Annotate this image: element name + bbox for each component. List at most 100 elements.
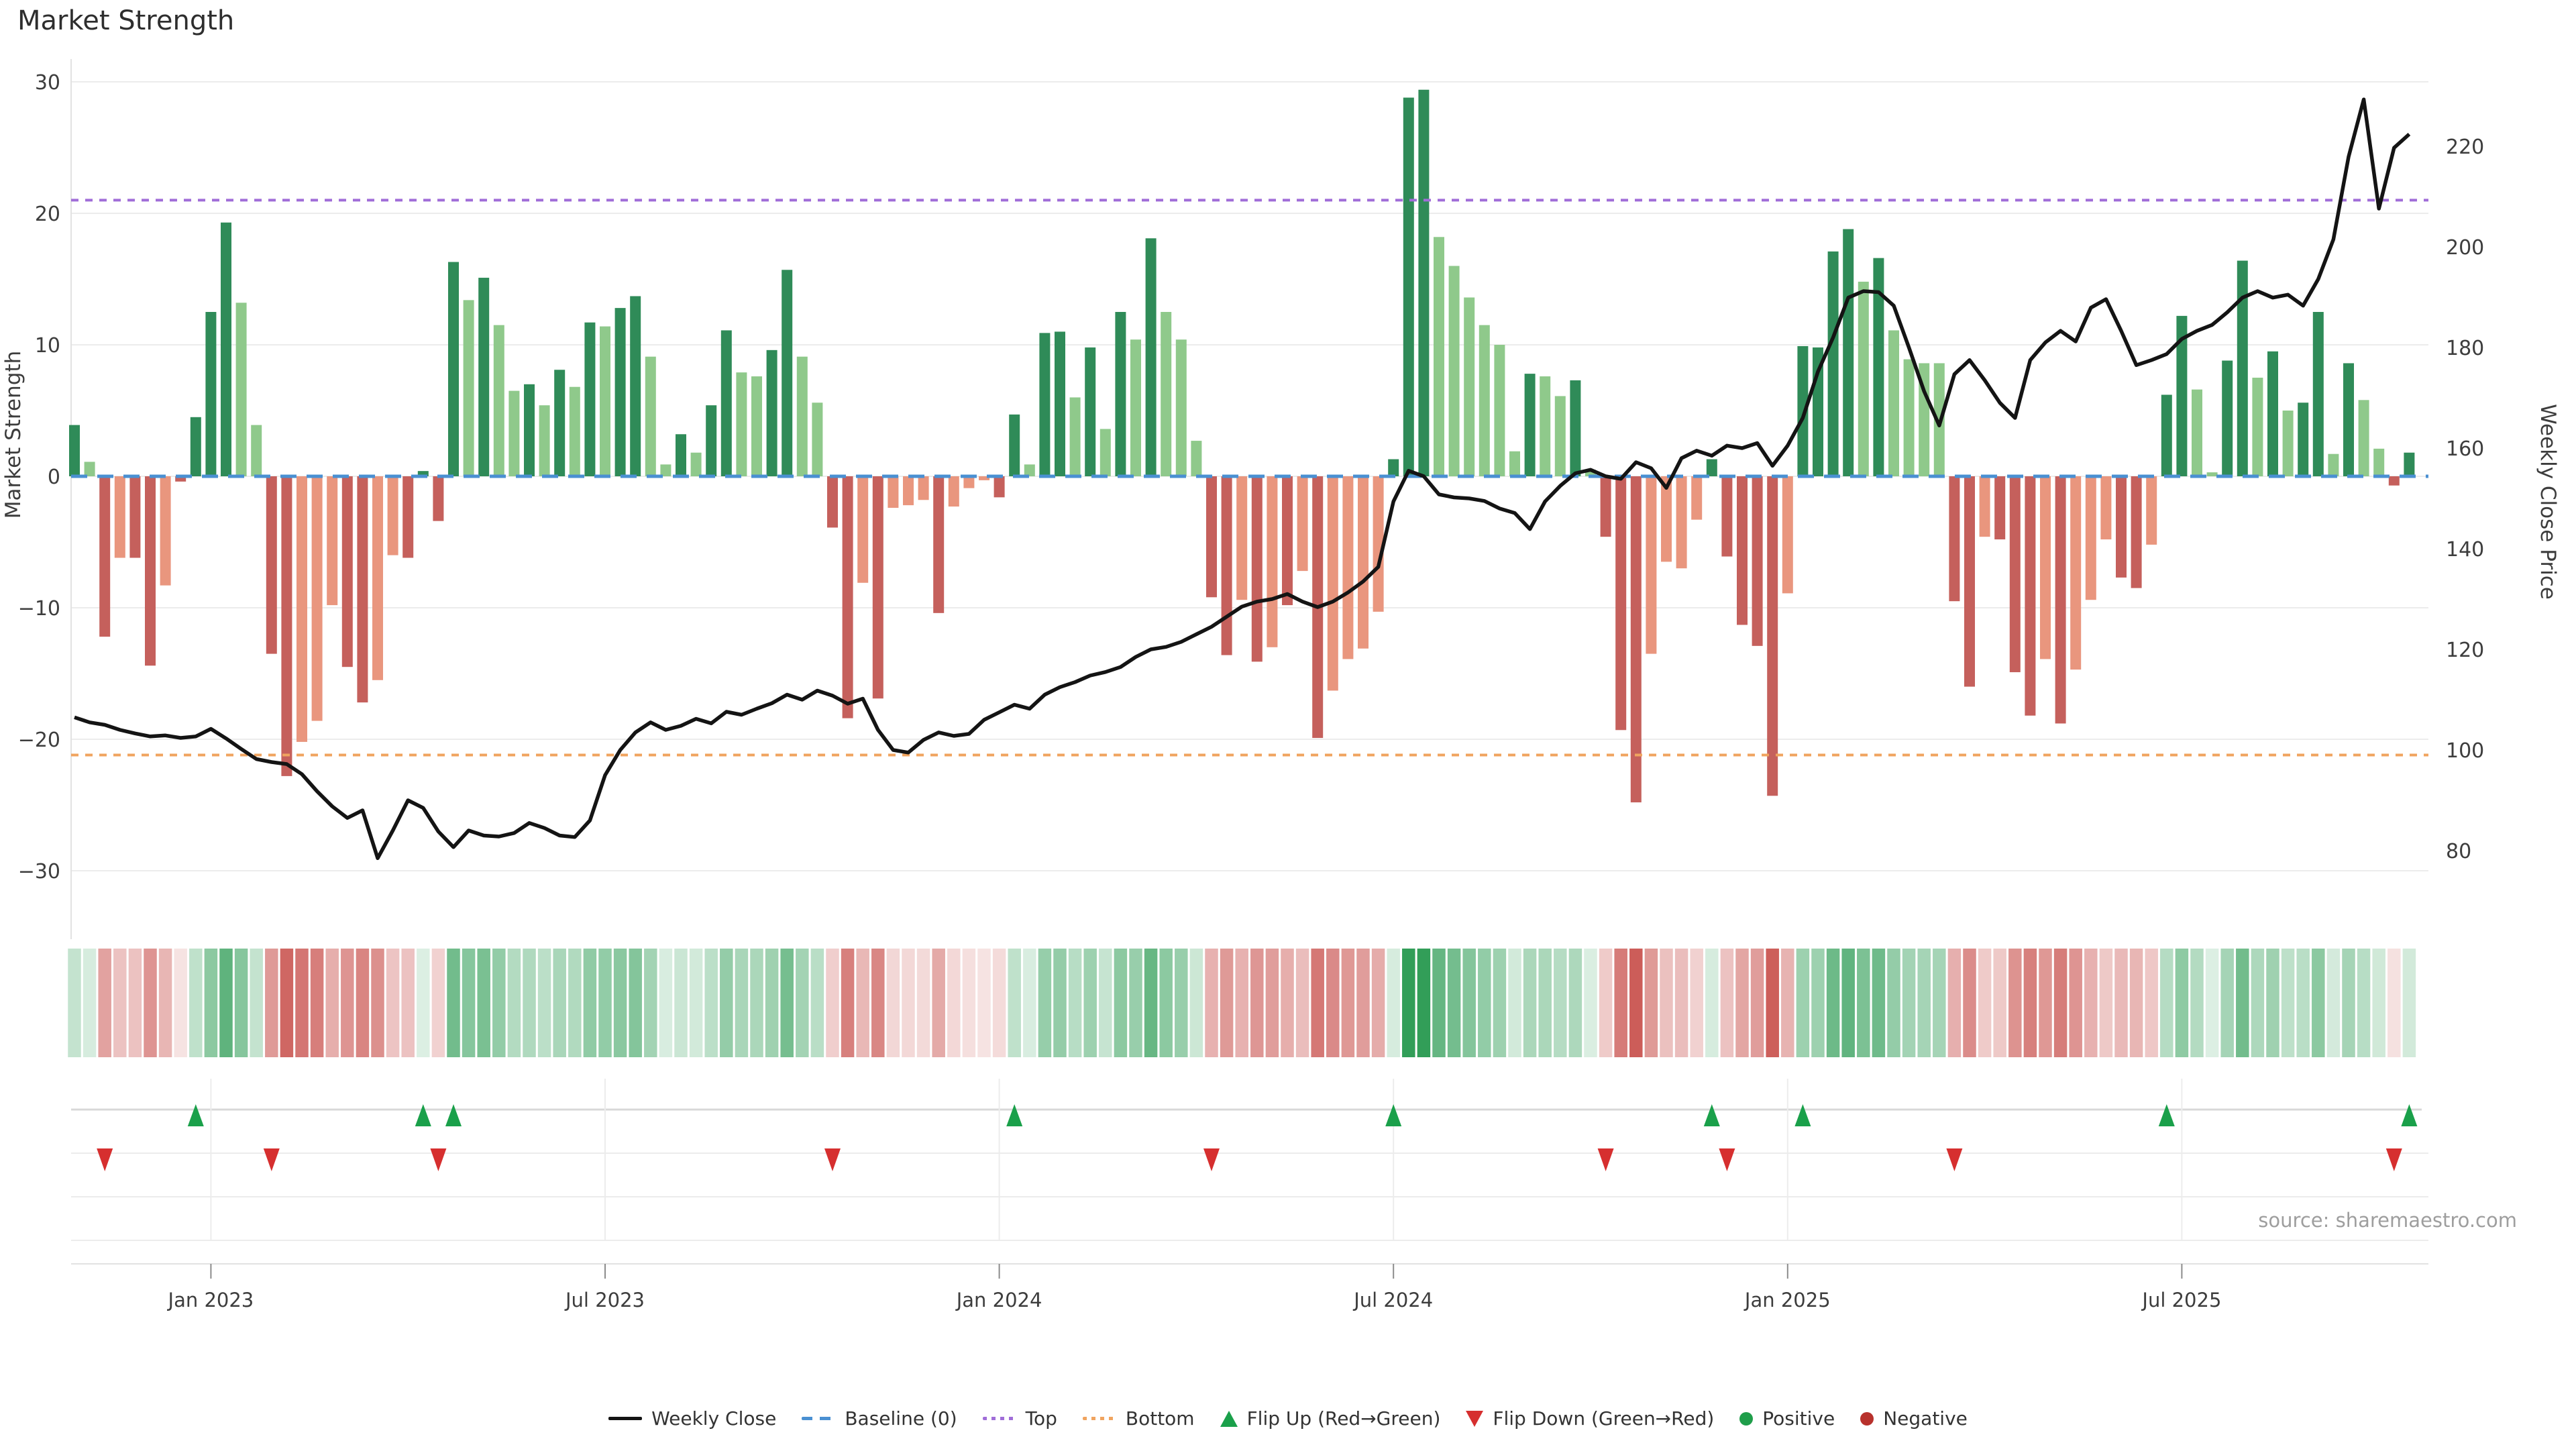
heat-cell xyxy=(325,949,339,1057)
heat-cell xyxy=(810,949,824,1057)
positive-bar xyxy=(782,270,793,476)
heat-cell xyxy=(1917,949,1931,1057)
heat-cell xyxy=(780,949,794,1057)
x-tick-label: Jul 2023 xyxy=(564,1289,645,1311)
heat-cell xyxy=(2342,949,2355,1057)
left-tick-label: 20 xyxy=(35,203,60,226)
legend-item-weekly-close: Weekly Close xyxy=(608,1407,776,1430)
heat-cell xyxy=(113,949,127,1057)
heat-cell xyxy=(477,949,490,1057)
heat-cell xyxy=(280,949,294,1057)
heat-cell xyxy=(431,949,445,1057)
heat-cell xyxy=(1568,949,1582,1057)
heat-cell xyxy=(1750,949,1764,1057)
x-axis: Jan 2023 Jul 2023 Jan 2024 Jul 2024 Jan 2025… xyxy=(71,1263,2428,1311)
flip-up-icon xyxy=(2401,1104,2418,1126)
negative-bar xyxy=(1358,476,1368,649)
heat-strip xyxy=(68,949,2416,1057)
positive-bar xyxy=(796,356,808,476)
flip-down-icon xyxy=(97,1148,113,1171)
positive-bar xyxy=(2298,402,2309,476)
negative-bar xyxy=(1630,476,1642,803)
x-tick-label: Jan 2023 xyxy=(167,1289,254,1311)
positive-bar xyxy=(1039,333,1051,476)
positive-bar xyxy=(2343,363,2354,476)
positive-bar xyxy=(1888,330,1899,476)
heat-cell xyxy=(2145,949,2158,1057)
heat-cell xyxy=(1538,949,1552,1057)
positive-bar xyxy=(205,312,217,476)
positive-bar xyxy=(1585,470,1596,476)
negative-bar xyxy=(2100,476,2112,540)
positive-bar xyxy=(1827,251,1839,476)
negative-bar xyxy=(2070,476,2082,670)
heat-cell xyxy=(2326,949,2341,1057)
heat-cell xyxy=(1811,949,1825,1057)
heat-cell xyxy=(2175,949,2189,1057)
negative-bar xyxy=(857,476,869,583)
legend-item-flip-down-green-red: Flip Down (Green→Red) xyxy=(1466,1407,1714,1430)
legend-label: Flip Up (Red→Green) xyxy=(1246,1407,1441,1430)
positive-bar xyxy=(1873,258,1884,476)
heat-cell xyxy=(568,949,582,1057)
negative-bar xyxy=(888,476,899,508)
heat-cell xyxy=(1387,949,1400,1057)
legend-label: Negative xyxy=(1883,1407,1968,1430)
heat-cell xyxy=(507,949,521,1057)
left-tick-label: 10 xyxy=(35,334,60,358)
negative-bar xyxy=(2146,476,2157,545)
positive-bar xyxy=(190,417,201,476)
negative-bar xyxy=(1691,476,1703,520)
heat-cell xyxy=(1766,949,1779,1057)
heat-cell xyxy=(1311,949,1324,1057)
left-tick-label: −20 xyxy=(18,729,60,752)
heat-cell xyxy=(553,949,566,1057)
heat-cell xyxy=(2160,949,2174,1057)
positive-bar xyxy=(1464,297,1475,476)
heat-cell xyxy=(1371,949,1385,1057)
negative-bar xyxy=(1949,476,1960,602)
heat-cell xyxy=(1478,949,1491,1057)
heat-cell xyxy=(886,949,900,1057)
heat-cell xyxy=(1356,949,1370,1057)
heat-cell xyxy=(1432,949,1446,1057)
weekly-close-line xyxy=(74,97,2411,861)
negative-bar xyxy=(1964,476,1975,687)
heat-cell xyxy=(1629,949,1643,1057)
marker-panel xyxy=(71,1079,2428,1241)
heat-cell xyxy=(2023,949,2037,1057)
positive-bar xyxy=(2252,378,2263,476)
heat-cell xyxy=(1326,949,1340,1057)
right-axis-ticks: 220 200 180 160 140 120 100 80 xyxy=(2446,136,2484,863)
flip-down-icon xyxy=(824,1148,841,1171)
positive-bar xyxy=(1540,376,1551,476)
heat-cell xyxy=(992,949,1006,1057)
heat-cell xyxy=(523,949,536,1057)
flip-down-icon xyxy=(1597,1148,1614,1171)
negative-bar xyxy=(311,476,323,721)
heat-cell xyxy=(765,949,779,1057)
heat-cell xyxy=(1189,949,1203,1057)
dashed-line-swatch-icon xyxy=(802,1417,836,1420)
heat-cell xyxy=(2236,949,2249,1057)
heat-cell xyxy=(2205,949,2219,1057)
heat-cell xyxy=(1129,949,1142,1057)
negative-bar xyxy=(994,476,1005,498)
heat-cell xyxy=(2387,949,2401,1057)
negative-bar xyxy=(1979,476,1990,537)
strength-bars xyxy=(69,89,2415,803)
heat-cell xyxy=(2220,949,2234,1057)
heat-cell xyxy=(1963,949,1976,1057)
heat-cell xyxy=(144,949,157,1057)
heat-cell xyxy=(1554,949,1567,1057)
positive-bar xyxy=(645,356,656,476)
heat-cell xyxy=(356,949,370,1057)
heat-cell xyxy=(83,949,97,1057)
heat-cell xyxy=(1114,949,1128,1057)
legend-item-positive: Positive xyxy=(1739,1407,1835,1430)
left-axis-ticks: 30 20 10 0 −10 −20 −30 xyxy=(18,71,60,883)
heat-cell xyxy=(947,949,961,1057)
flip-up-icon xyxy=(1703,1104,1720,1126)
positive-bar xyxy=(1919,363,1930,476)
